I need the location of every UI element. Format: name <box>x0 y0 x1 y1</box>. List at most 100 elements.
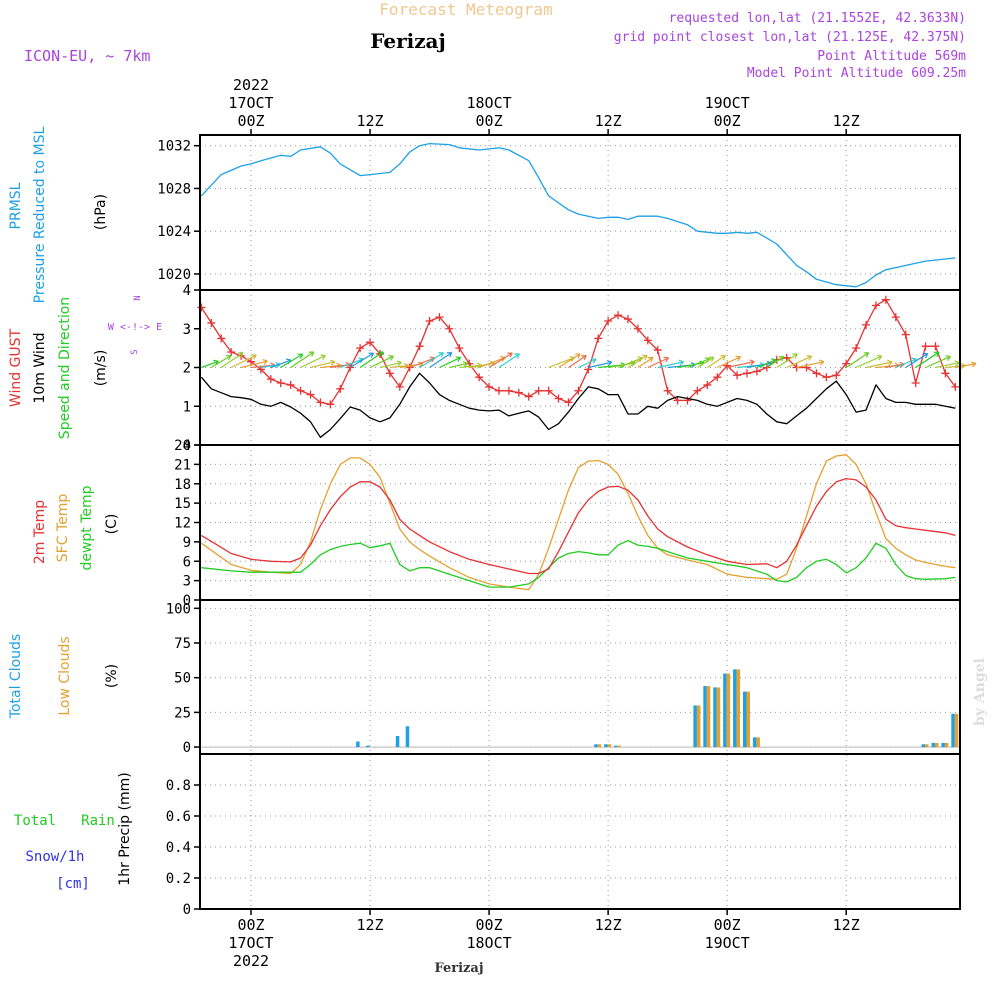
top-time-label: 12Z <box>833 112 860 130</box>
wind-compass: N W <-!-> E S <box>108 295 162 354</box>
low-clouds-bar <box>607 744 612 748</box>
gust-marker <box>197 303 206 312</box>
low-clouds-bar <box>597 744 602 748</box>
y-tick-label: 25 <box>174 705 191 721</box>
precip-cm-label: [cm] <box>56 876 90 892</box>
gust-marker <box>713 373 722 382</box>
bottom-time-label: 17OCT <box>228 934 273 952</box>
gust-marker <box>356 344 365 353</box>
pressure-label-2: Pressure Reduced to MSL <box>32 126 48 303</box>
wind-arrow <box>915 351 940 369</box>
low-clouds-bar <box>617 745 622 748</box>
panel-frame-precip <box>199 753 961 910</box>
footer-city: Ferizaj <box>434 961 483 976</box>
low-clouds-bar <box>925 744 929 748</box>
wind-arrow <box>211 355 232 369</box>
pressure-line <box>200 142 956 288</box>
model-altitude: Model Point Altitude 609.25m <box>747 66 966 81</box>
low-clouds-bar <box>746 691 750 748</box>
gust-marker <box>663 386 672 395</box>
wind-arrowhead <box>945 355 952 361</box>
gust-marker <box>415 342 424 351</box>
y-tick-label: 100 <box>166 601 191 617</box>
total-clouds-bar <box>356 741 360 748</box>
gust-marker <box>812 369 821 378</box>
gust-marker <box>534 386 543 395</box>
gust-marker <box>366 338 375 347</box>
low-clouds-label: Low Clouds <box>57 636 73 715</box>
wind-arrow <box>449 362 468 369</box>
wind-arrowhead <box>575 353 581 359</box>
model-label: ICON-EU, ~ 7km <box>24 47 150 65</box>
top-time-label: 19OCT <box>705 94 750 112</box>
wind-arrowhead <box>792 353 798 359</box>
wind-arrowhead <box>507 352 513 358</box>
gust-marker <box>544 386 553 395</box>
wind-arrow <box>429 352 453 368</box>
precip-rain-label: Rain <box>81 813 115 829</box>
wind-arrowhead <box>887 359 893 366</box>
bottom-time-label: 00Z <box>476 916 503 934</box>
wind-arrow <box>359 351 384 368</box>
wind-arrowhead <box>735 355 742 362</box>
top-time-label: 12Z <box>356 112 383 130</box>
wind-arrow <box>280 353 303 369</box>
wind-arrow <box>240 360 268 369</box>
wind-arrow <box>379 361 402 369</box>
y-tick-label: 9 <box>183 535 191 551</box>
wind-arrow <box>201 360 219 369</box>
city-title: Ferizaj <box>370 29 446 53</box>
wind-arrow <box>687 358 710 369</box>
y-tick-label: 0 <box>183 438 191 454</box>
wind-arrowhead <box>876 354 883 361</box>
y-tick-label: 0 <box>183 740 191 756</box>
wind-arrowhead <box>933 351 940 357</box>
gust-marker <box>842 359 851 368</box>
low-clouds-bar <box>726 673 731 748</box>
wind-arrowhead <box>455 356 462 362</box>
total-clouds-bar <box>951 713 955 748</box>
wind-arrow <box>310 361 336 369</box>
pressure-label-1: PRMSL <box>8 182 24 229</box>
gust-marker <box>891 313 900 322</box>
wind-arrow <box>608 362 636 369</box>
wind-arrowhead <box>297 353 304 359</box>
low-clouds-bar <box>716 687 721 748</box>
t2m-line <box>201 477 956 575</box>
y-tick-label: 21 <box>174 457 191 473</box>
gust-marker <box>514 388 523 397</box>
gust-marker <box>862 320 871 329</box>
gust-marker <box>217 334 226 343</box>
gust-marker <box>425 317 434 325</box>
wind-arrowhead <box>438 352 444 358</box>
y-tick-label: 4 <box>183 283 191 299</box>
wind-arrowhead <box>954 360 960 367</box>
total-clouds-bar <box>405 726 410 748</box>
top-time-label: 2022 <box>233 76 269 94</box>
total-clouds-bar <box>921 744 926 748</box>
compass-south: S <box>130 349 140 354</box>
gust-marker <box>564 398 573 407</box>
top-time-label: 18OCT <box>467 94 512 112</box>
wind-arrow <box>657 361 684 369</box>
gust-marker <box>455 344 464 353</box>
gust-marker <box>485 382 494 391</box>
dewpt-label: dewpt Temp <box>79 485 95 570</box>
wind-arrowhead <box>329 359 336 366</box>
wind-arrowhead <box>308 351 315 357</box>
gust-marker <box>306 390 315 399</box>
y-tick-label: 3 <box>183 322 191 338</box>
wind-arrow <box>845 352 869 369</box>
gust-marker <box>733 371 742 380</box>
gust-marker <box>643 336 652 345</box>
gust-marker <box>604 317 613 325</box>
requested-coords: requested lon,lat (21.1552E, 42.3633N) <box>669 11 966 26</box>
total-clouds-bar <box>733 669 737 748</box>
total-clouds-bar <box>604 744 608 748</box>
gust-marker <box>911 379 920 387</box>
gust-marker <box>633 324 642 333</box>
bottom-time-label: 2022 <box>233 952 269 970</box>
wind-arrow <box>320 364 342 369</box>
y-tick-label: 0 <box>183 593 191 609</box>
